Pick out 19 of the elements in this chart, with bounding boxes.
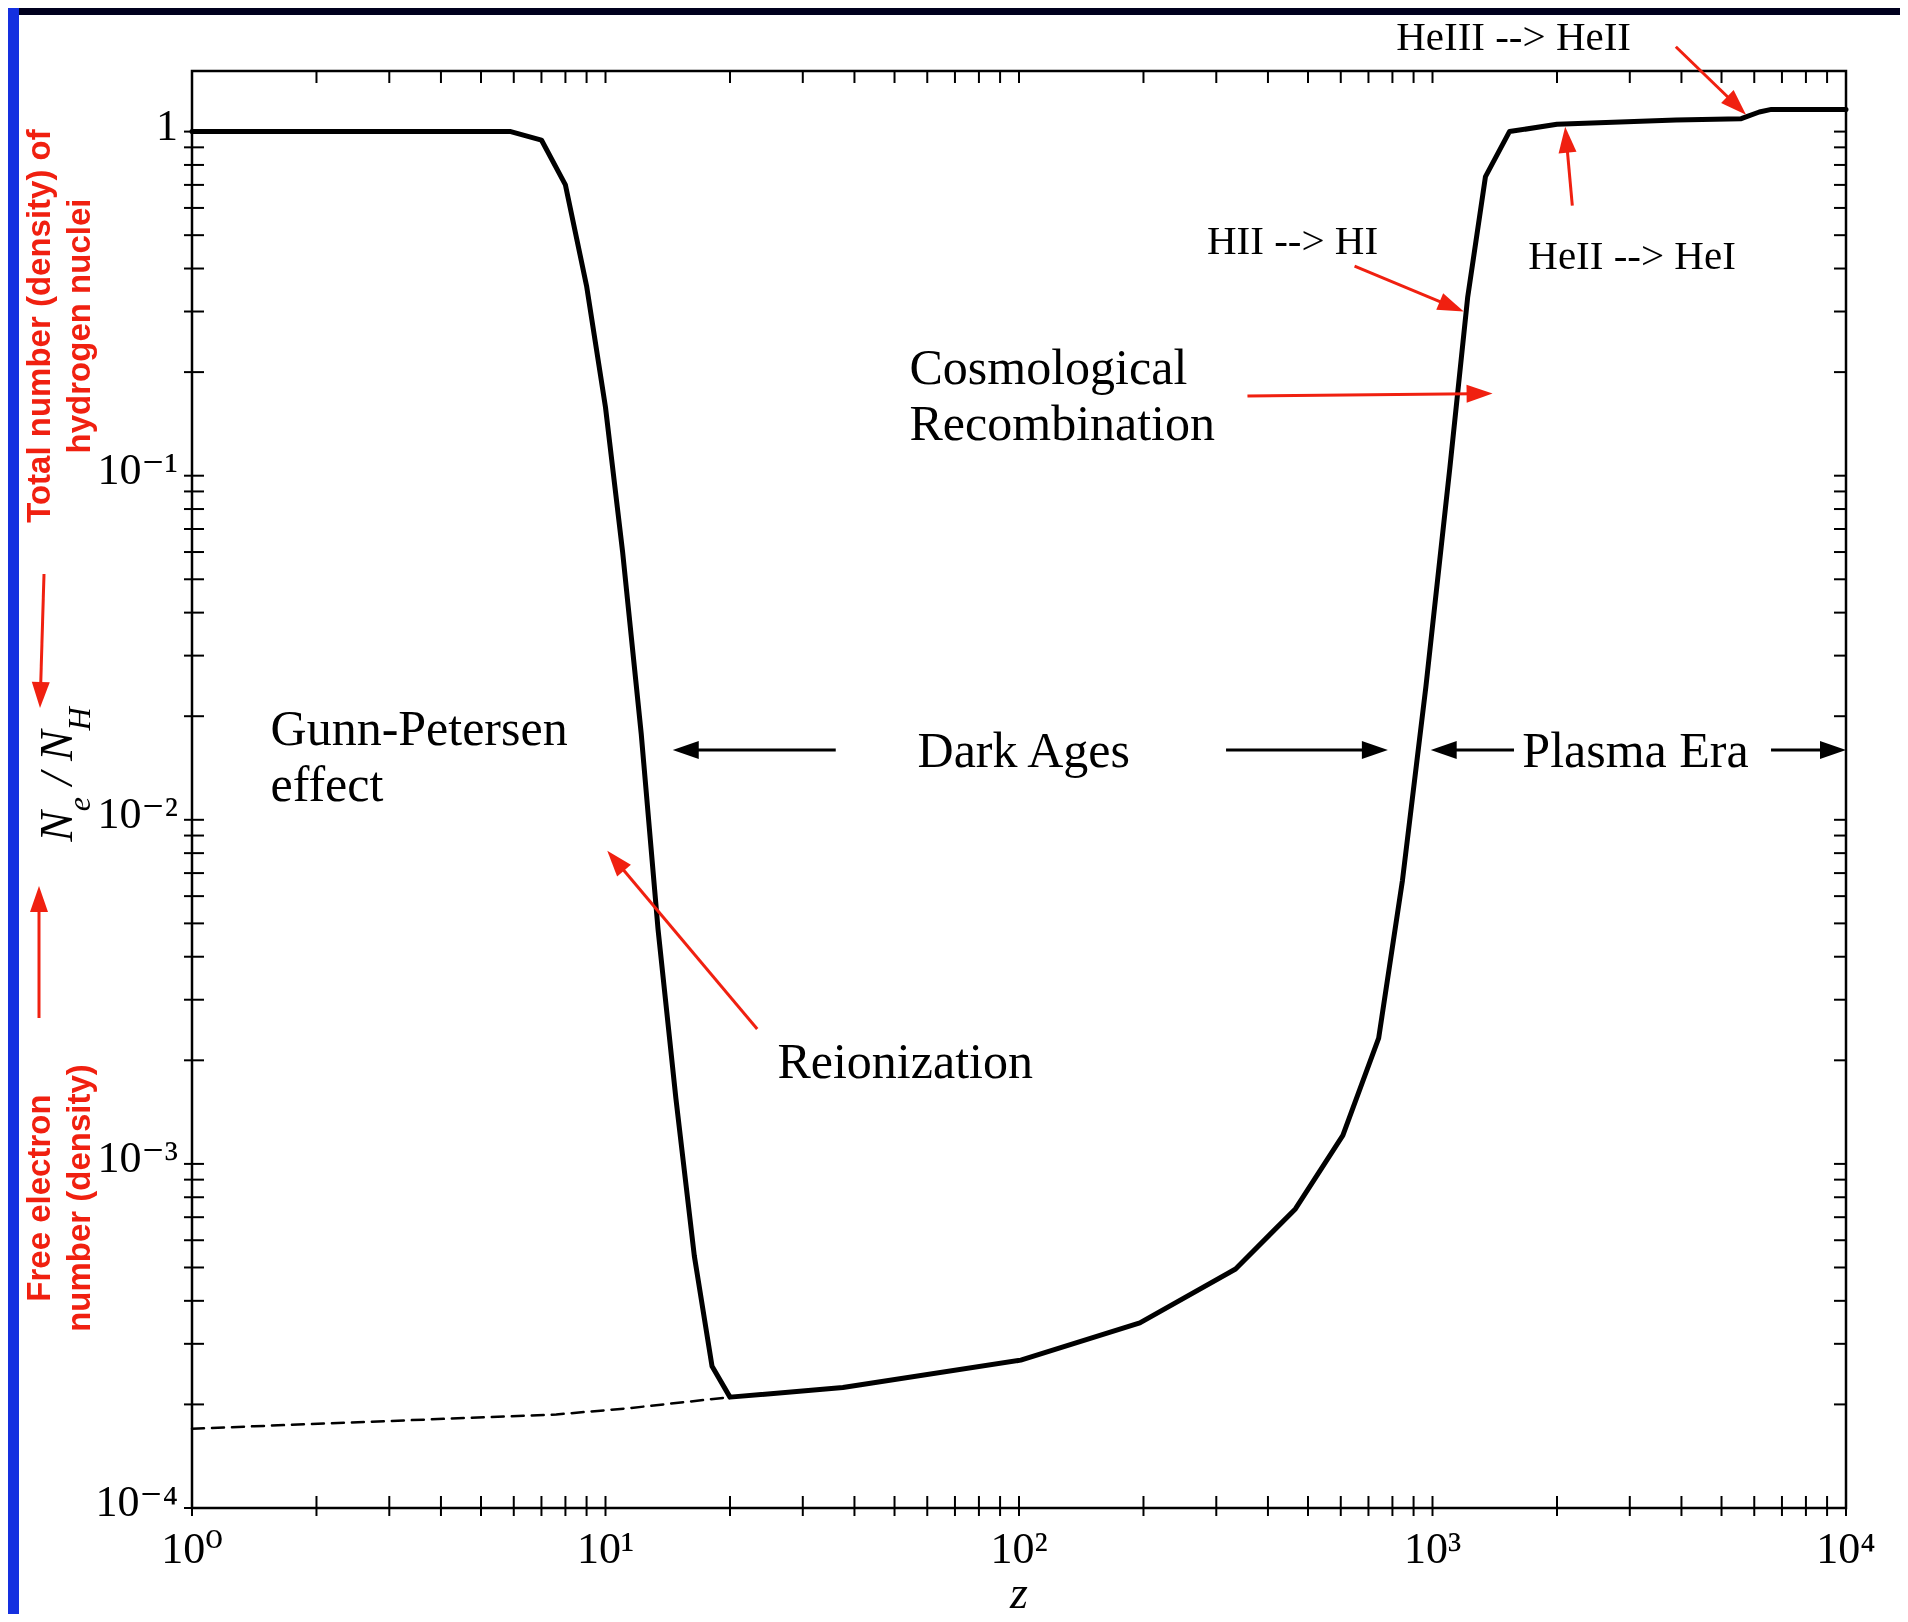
text: Total number (density) of hydrogen nuclei [20,128,97,523]
x-tick-label: 10⁰ [161,1524,223,1573]
text: HeIII --> HeII [1396,13,1632,60]
annotation: HeII --> HeI [1528,231,1736,278]
annotation: Gunn-Petersen effect [270,700,568,813]
y-tick-label: 10⁻² [97,788,178,838]
y-tick-label: 1 [156,100,178,150]
x-tick-label: 10³ [1403,1524,1462,1573]
annotation: HII --> HI [1207,217,1379,264]
y-tick-label: 10⁻⁴ [95,1477,178,1526]
x-tick-label: 10¹ [576,1524,635,1573]
y-tick-label: 10⁻³ [97,1132,178,1182]
annotation: Reionization [777,1032,1033,1089]
annotation: Cosmological Recombination [909,338,1216,451]
text: Free electron number (density) [20,1064,97,1332]
annotation: Dark Ages [917,722,1130,779]
x-tick-label: 10⁴ [1816,1524,1876,1573]
y-tick-label: 10⁻¹ [97,444,178,494]
annotation: Plasma Era [1522,722,1749,779]
